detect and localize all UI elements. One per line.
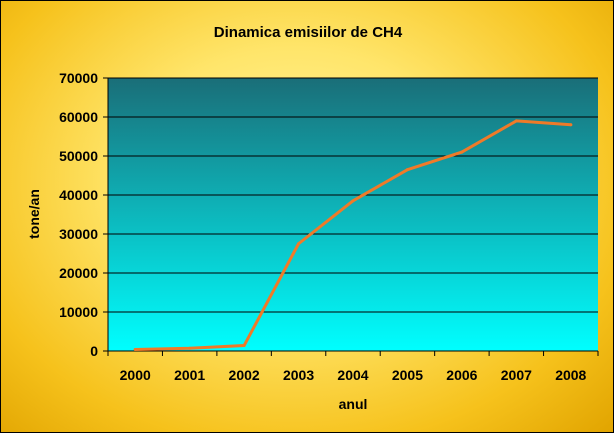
x-tick-label: 2003 (283, 367, 314, 383)
data-point (297, 242, 301, 246)
x-tick-label: 2000 (120, 367, 151, 383)
x-tick-label: 2008 (555, 367, 586, 383)
data-point (569, 123, 573, 127)
series-lines (133, 119, 573, 351)
data-point (242, 344, 246, 348)
x-tick-label: 2001 (174, 367, 205, 383)
x-tick-label: 2006 (446, 367, 477, 383)
y-tick-label: 30000 (59, 226, 98, 242)
x-tick-label: 2005 (392, 367, 423, 383)
y-tick-label: 60000 (59, 109, 98, 125)
y-tick-label: 40000 (59, 187, 98, 203)
data-point (460, 150, 464, 154)
x-axis-title: anul (339, 396, 368, 412)
y-tick-label: 70000 (59, 70, 98, 86)
data-point (351, 199, 355, 203)
data-point (188, 346, 192, 350)
plot-area (108, 78, 598, 351)
x-tick-label: 2002 (229, 367, 260, 383)
data-point (405, 168, 409, 172)
y-tick-label: 0 (90, 343, 98, 359)
y-tick-label: 50000 (59, 148, 98, 164)
gridlines (108, 77, 598, 313)
y-tick-label: 20000 (59, 265, 98, 281)
y-axis-title: tone/an (26, 189, 42, 239)
data-point (514, 119, 518, 123)
x-tick-label: 2007 (501, 367, 532, 383)
y-axis: 0 10000 20000 30000 40000 50000 60000 70000 (59, 70, 109, 359)
chart-title: Dinamica emisiilor de CH4 (214, 24, 403, 41)
data-point (133, 347, 137, 351)
x-axis: 2000 2001 2002 2003 2004 2005 2006 2007 2008 (107, 350, 599, 383)
y-tick-label: 10000 (59, 304, 98, 320)
x-tick-label: 2004 (337, 367, 368, 383)
